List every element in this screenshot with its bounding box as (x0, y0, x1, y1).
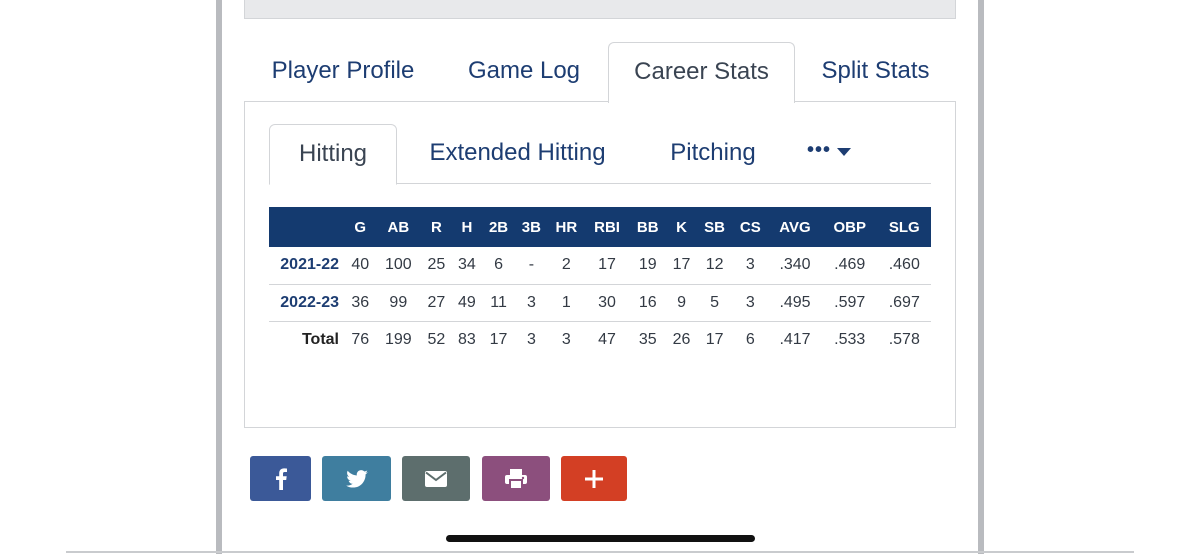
column-header: K (666, 207, 697, 247)
plus-icon (585, 469, 603, 488)
column-header: CS (732, 207, 769, 247)
share-more-button[interactable] (561, 456, 627, 501)
stat-cell: 17 (666, 247, 697, 285)
main-tab-bar: Player Profile Game Log Career Stats Spl… (244, 42, 956, 103)
stat-cell: 6 (745, 330, 755, 348)
stat-cell: 12 (696, 247, 733, 285)
stat-cell: 40 (345, 247, 376, 285)
stat-cell: .597 (821, 284, 878, 322)
column-header: BB (629, 207, 667, 247)
table-row: 2021-22 40 100 25 34 6 - 2 17 19 17 12 3… (269, 247, 931, 285)
stat-cell: 3 (526, 330, 536, 348)
stat-cell: 99 (375, 284, 422, 322)
stat-cell: .495 (768, 284, 822, 322)
stat-cell: 30 (584, 284, 630, 322)
stat-cell: 3 (732, 284, 769, 322)
stat-cell: 9 (666, 284, 697, 322)
print-icon (505, 468, 527, 489)
stat-cell: 27 (421, 284, 452, 322)
column-header: R (421, 207, 452, 247)
stat-cell: 3 (732, 247, 769, 285)
column-header: AB (375, 207, 422, 247)
stat-cell: 49 (451, 284, 483, 322)
share-email-button[interactable] (402, 456, 470, 501)
stat-cell: 34 (451, 247, 483, 285)
column-header: 3B (514, 207, 548, 247)
column-header: G (345, 207, 376, 247)
home-indicator[interactable] (446, 535, 755, 542)
tab-game-log[interactable]: Game Log (467, 57, 581, 84)
table-row-total: Total 76 199 52 83 17 3 3 47 35 26 17 6 … (269, 321, 931, 358)
stat-cell: 6 (482, 247, 515, 285)
column-header: SB (696, 207, 733, 247)
stat-cell: 47 (598, 330, 616, 348)
twitter-icon (345, 469, 368, 488)
column-header (269, 207, 345, 247)
stat-cell: 199 (384, 330, 412, 348)
chevron-down-icon (837, 148, 851, 156)
stat-cell: 17 (705, 330, 724, 348)
stat-cell: 11 (482, 284, 515, 322)
stat-cell: 16 (629, 284, 667, 322)
bottom-divider (66, 551, 1134, 553)
column-header: 2B (482, 207, 515, 247)
column-header: RBI (584, 207, 630, 247)
tab-player-profile[interactable]: Player Profile (271, 57, 415, 84)
stat-cell: .417 (779, 330, 811, 348)
stat-cell: 3 (561, 330, 571, 348)
stat-cell: .460 (877, 247, 931, 285)
share-twitter-button[interactable] (322, 456, 391, 501)
tab-split-stats[interactable]: Split Stats (821, 57, 930, 84)
tab-career-stats[interactable]: Career Stats (608, 42, 795, 103)
table-header-row: G AB R H 2B 3B HR RBI BB K SB CS AVG OBP… (269, 207, 931, 247)
hitting-stats-table: G AB R H 2B 3B HR RBI BB K SB CS AVG OBP… (269, 207, 931, 358)
stat-cell: - (514, 247, 548, 285)
stat-cell: .533 (834, 330, 866, 348)
stat-cell: 26 (672, 330, 691, 348)
subtab-pitching[interactable]: Pitching (670, 139, 756, 166)
share-facebook-button[interactable] (250, 456, 311, 501)
total-label: Total (301, 330, 339, 348)
season-link[interactable]: 2022-23 (269, 284, 345, 322)
share-print-button[interactable] (482, 456, 550, 501)
more-tabs-dropdown[interactable]: ••• (799, 124, 859, 182)
stat-cell: 17 (584, 247, 630, 285)
column-header: OBP (821, 207, 878, 247)
stat-cell: 35 (638, 330, 657, 348)
stat-cell: 52 (427, 330, 446, 348)
stat-cell: 36 (345, 284, 376, 322)
column-header: HR (547, 207, 585, 247)
email-icon (425, 470, 447, 487)
stat-cell: 100 (375, 247, 422, 285)
stat-cell: 25 (421, 247, 452, 285)
sub-tab-bar: Hitting Extended Hitting Pitching ••• (269, 124, 931, 185)
device-frame-left (216, 0, 222, 554)
stat-cell: .578 (888, 330, 920, 348)
stat-cell: .469 (821, 247, 878, 285)
stat-cell: 3 (514, 284, 548, 322)
column-header: H (451, 207, 483, 247)
top-content-box (244, 0, 956, 19)
stat-cell: 76 (351, 330, 370, 348)
stat-cell: .697 (877, 284, 931, 322)
stat-cell: .340 (768, 247, 822, 285)
stat-cell: 83 (457, 330, 476, 348)
stat-cell: 2 (547, 247, 585, 285)
table-row: 2022-23 36 99 27 49 11 3 1 30 16 9 5 3 .… (269, 284, 931, 322)
subtab-hitting[interactable]: Hitting (269, 124, 397, 185)
season-link[interactable]: 2021-22 (269, 247, 345, 285)
column-header: AVG (768, 207, 822, 247)
stat-cell: 1 (547, 284, 585, 322)
stat-cell: 5 (696, 284, 733, 322)
facebook-icon (275, 467, 287, 490)
column-header: SLG (877, 207, 931, 247)
stat-cell: 17 (489, 330, 508, 348)
device-frame-right (978, 0, 984, 554)
more-dots-icon: ••• (806, 139, 831, 161)
stat-cell: 19 (629, 247, 667, 285)
subtab-extended-hitting[interactable]: Extended Hitting (429, 139, 606, 166)
